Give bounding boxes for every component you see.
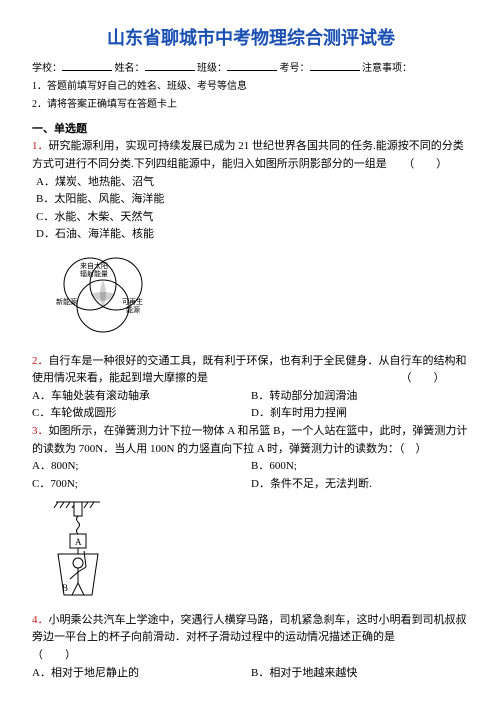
notes-label: 注意事项： [362,61,412,77]
examno-blank [310,61,360,71]
q1-D: D．石油、海洋能、核能 [36,226,470,244]
q2-A: A．车轴处装有滚动轴承 [32,388,251,406]
venn-l2: 辐射能量 [80,269,108,278]
q3-C: C．700N; [32,476,251,494]
q1-B: B．太阳能、风能、海洋能 [36,191,470,209]
q1-venn: 来自太阳 辐射能量 新能源 可再生 能源 [48,250,470,347]
class-blank [227,61,277,71]
q4-B: B．相对于地越来越快 [251,665,470,683]
q2-text: 自行车是一种很好的交通工具，既有利于环保，也有利于全民健身．从自行车的结构和使用… [32,355,467,385]
examno-label: 考号： [280,61,310,77]
name-label: 姓名： [115,61,145,77]
q2-num: 2． [32,355,49,367]
svg-text:B: B [62,583,68,593]
q4-options: A．相对于地尼静止的 B．相对于地越来越快 [32,665,470,683]
q2-options: A．车轴处装有滚动轴承 B．转动部分加润滑油 C．车轮做成圆形 D．刹车时用力捏… [32,388,470,423]
q4-num: 4． [32,614,49,626]
venn-l5: 能源 [126,305,140,314]
note-2: 2．请将答案正确填写在答题卡上 [32,97,470,113]
q3-options: A．800N; B．600N; C．700N; D．条件不足，无法判断. [32,458,470,493]
q1-C: C．水能、木柴、天然气 [36,209,470,227]
q2: 2．自行车是一种很好的交通工具，既有利于环保，也有利于全民健身．从自行车的结构和… [32,353,470,423]
q3-text: 如图所示，在弹簧测力计下拉一物体 A 和吊篮 B，一个人站在篮中，此时，弹簧测力… [32,425,467,455]
venn-l3: 新能源 [56,297,77,306]
q4-text: 小明乘公共汽车上学途中，突遇行人横穿马路，司机紧急刹车，这时小明看到司机叔叔旁边… [32,614,467,661]
school-label: 学校： [32,61,62,77]
q3-D: D．条件不足，无法判断. [251,476,470,494]
q1-A: A．煤炭、地热能、沼气 [36,174,470,192]
q4: 4．小明乘公共汽车上学途中，突遇行人横穿马路，司机紧急刹车，这时小明看到司机叔叔… [32,612,470,682]
q1-options: A．煤炭、地热能、沼气 B．太阳能、风能、海洋能 C．水能、木柴、天然气 D．石… [32,174,470,244]
svg-text:A: A [75,537,82,547]
school-blank [62,61,112,71]
q1-num: 1． [32,140,49,152]
q3-figure: A B [48,499,470,606]
q1-text: 研究能源利用，实现可持续发展已成为 21 世纪世界各国共同的任务.能源按不同的分… [32,140,464,170]
q3-num: 3． [32,425,49,437]
section-1-head: 一、单选题 [32,121,470,139]
note-1: 1．答题前填写好自己的姓名、班级、考号等信息 [32,79,470,95]
q3-A: A．800N; [32,458,251,476]
q2-D: D．刹车时用力捏闸 [251,405,470,423]
q1: 1．研究能源利用，实现可持续发展已成为 21 世纪世界各国共同的任务.能源按不同… [32,138,470,346]
q2-B: B．转动部分加润滑油 [251,388,470,406]
venn-l4: 可再生 [122,297,143,306]
venn-l1: 来自太阳 [80,261,108,270]
class-label: 班级： [197,61,227,77]
name-blank [145,61,195,71]
q4-A: A．相对于地尼静止的 [32,665,251,683]
q3-B: B．600N; [251,458,470,476]
page-title: 山东省聊城市中考物理综合测评试卷 [32,24,470,53]
q2-C: C．车轮做成圆形 [32,405,251,423]
meta-row-1: 学校： 姓名： 班级： 考号： 注意事项： [32,61,470,77]
q3: 3．如图所示，在弹簧测力计下拉一物体 A 和吊篮 B，一个人站在篮中，此时，弹簧… [32,423,470,606]
